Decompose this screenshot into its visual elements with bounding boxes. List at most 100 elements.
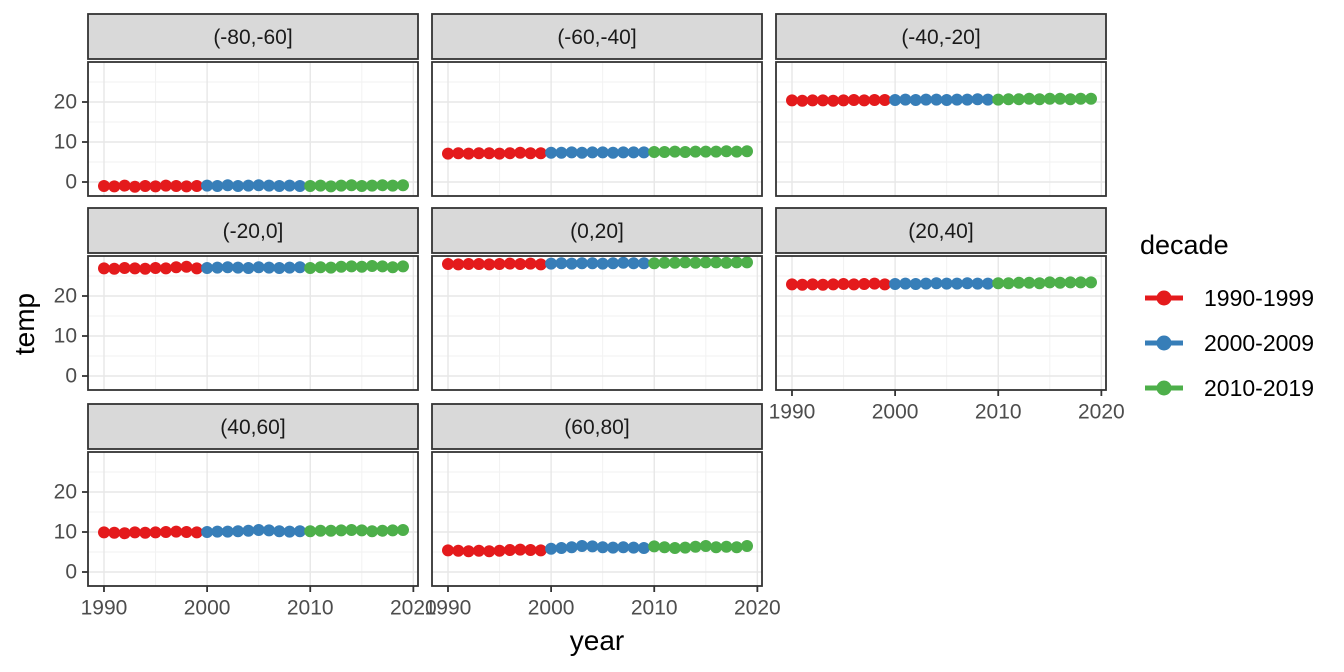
y-axis-tick-label: 10 <box>54 131 77 154</box>
data-point <box>827 278 840 291</box>
data-point <box>617 256 630 269</box>
data-point <box>483 545 496 558</box>
panel-background <box>88 452 418 586</box>
data-point <box>324 180 337 193</box>
data-point <box>545 257 558 270</box>
data-point <box>648 540 661 553</box>
data-point <box>221 525 234 538</box>
data-point <box>607 257 619 270</box>
data-point <box>442 147 454 160</box>
x-axis-tick-label: 1990 <box>769 401 816 424</box>
data-point <box>889 94 902 106</box>
data-point <box>920 277 932 290</box>
data-point <box>273 180 286 192</box>
x-axis-tick-label: 2010 <box>631 597 678 620</box>
data-point <box>503 147 516 160</box>
data-point <box>1012 276 1025 289</box>
data-point <box>658 256 671 269</box>
data-point <box>314 524 327 537</box>
panel-background <box>432 256 762 390</box>
x-axis-tick-label: 2020 <box>734 597 781 620</box>
data-point <box>304 180 317 192</box>
data-point <box>98 526 110 539</box>
facet-panel: (60,80] 1990 2000 2010 2020 <box>425 403 781 620</box>
facet-strip <box>775 13 1107 60</box>
data-point <box>1054 92 1067 105</box>
legend-key-point <box>1156 380 1172 396</box>
y-axis-tick-label: 20 <box>54 91 77 114</box>
x-axis-tick-label: 2020 <box>1078 401 1125 424</box>
data-point <box>180 180 193 193</box>
data-point <box>314 179 327 192</box>
data-point <box>586 146 599 159</box>
data-point <box>139 262 152 275</box>
data-point <box>263 524 275 537</box>
data-point <box>98 180 110 192</box>
data-point <box>1043 276 1056 289</box>
data-point <box>335 524 348 537</box>
facet-strip <box>431 403 763 450</box>
data-point <box>930 93 943 106</box>
data-point <box>462 545 475 558</box>
data-point <box>981 277 994 290</box>
data-point <box>889 278 902 290</box>
data-point <box>565 541 578 554</box>
data-point <box>981 93 994 106</box>
data-point <box>283 525 296 538</box>
x-axis-tick-label: 2010 <box>287 597 334 620</box>
data-point <box>1043 92 1056 105</box>
legend-key-icon <box>1145 335 1183 351</box>
legend-entry: 2000-2009 <box>1140 327 1314 359</box>
facet-panel: (-20,0] 0 10 20 <box>54 207 419 391</box>
data-point <box>816 278 829 291</box>
data-point <box>355 180 368 192</box>
data-point <box>503 544 516 556</box>
data-point <box>1064 93 1077 106</box>
data-point <box>1002 93 1015 106</box>
data-point <box>596 257 609 270</box>
data-point <box>1023 276 1036 289</box>
data-point <box>741 145 753 158</box>
x-axis-tick-label: 2000 <box>528 597 575 620</box>
data-point <box>221 179 234 192</box>
facet-panel: (-60,-40] <box>431 13 763 197</box>
data-point <box>366 260 379 272</box>
data-point <box>555 257 568 270</box>
y-axis-tick-label: 10 <box>54 521 77 544</box>
data-point <box>118 262 131 274</box>
data-point <box>324 524 337 537</box>
data-point <box>837 94 850 107</box>
data-point <box>586 257 599 270</box>
panel-background <box>88 256 418 390</box>
data-point <box>252 179 265 192</box>
data-point <box>472 258 485 270</box>
x-axis-tick-label: 2000 <box>184 597 231 620</box>
data-point <box>211 261 224 274</box>
panel-background <box>88 62 418 196</box>
data-point <box>108 180 121 193</box>
data-point <box>930 277 943 290</box>
data-point <box>118 179 131 192</box>
data-point <box>293 261 306 274</box>
panel-border <box>775 61 1107 197</box>
data-point <box>617 146 630 159</box>
panel-border <box>87 255 419 391</box>
legend-key-icon <box>1145 290 1183 306</box>
data-point <box>118 527 131 540</box>
facet-panel: (-80,-60] 0 10 20 <box>54 13 419 197</box>
data-point <box>345 179 358 192</box>
data-point <box>314 261 327 274</box>
data-point <box>699 256 712 269</box>
data-point <box>971 277 984 290</box>
data-point <box>324 261 337 274</box>
data-point <box>1012 93 1025 106</box>
data-point <box>730 145 743 158</box>
facet-strip-label: (-20,0] <box>223 220 284 243</box>
data-point <box>720 145 733 158</box>
data-point <box>607 146 619 159</box>
data-point <box>637 146 650 159</box>
data-point <box>627 146 640 159</box>
data-point <box>847 94 860 106</box>
data-point <box>139 180 152 192</box>
